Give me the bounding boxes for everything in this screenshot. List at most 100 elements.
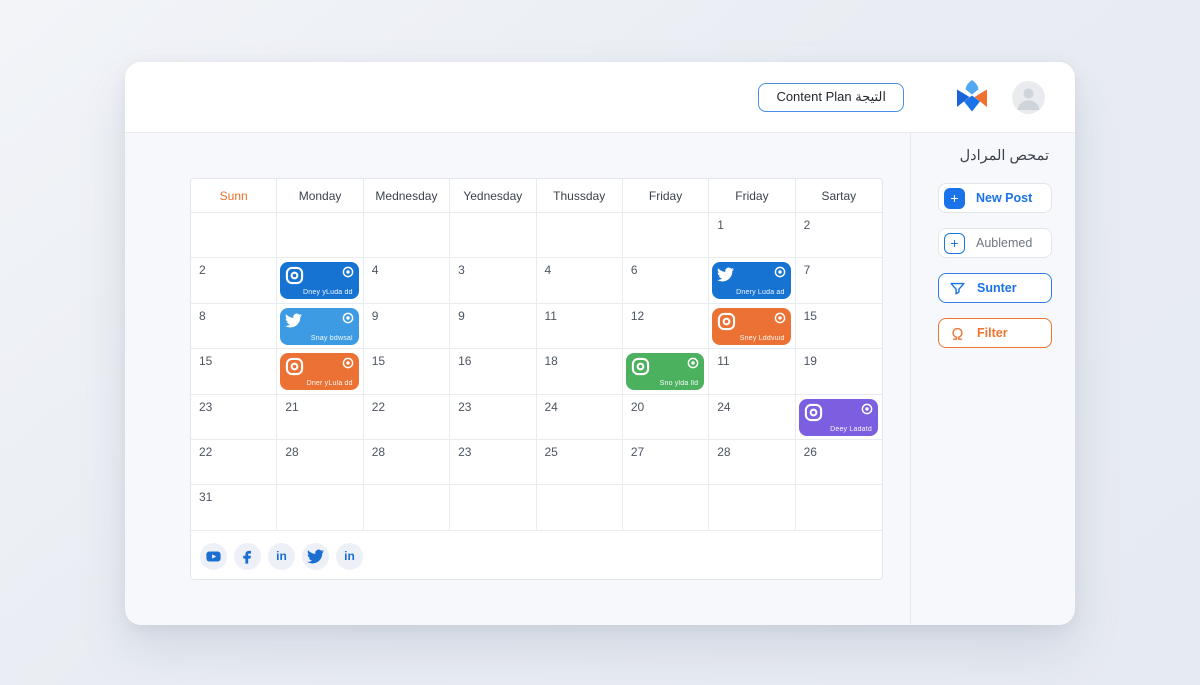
calendar-cell[interactable]: Dnery Luda ad (709, 258, 796, 304)
date-number: 16 (458, 354, 472, 369)
post-chip[interactable]: Deey Ladatd (798, 398, 878, 436)
calendar-cell[interactable]: 6 (622, 258, 710, 304)
status-badge-icon (774, 266, 786, 278)
new-post-label: New Post (976, 191, 1033, 205)
calendar-cell[interactable] (795, 485, 882, 531)
twitter-icon[interactable] (302, 542, 329, 570)
calendar-cell[interactable]: 18 (536, 349, 623, 395)
calendar-cell[interactable] (622, 213, 710, 259)
linkedin-icon[interactable]: in (336, 542, 363, 570)
date-number: 24 (717, 399, 731, 414)
date-number: 26 (803, 444, 817, 459)
post-chip-label: Dner yLula dd (306, 380, 353, 388)
calendar-cell[interactable]: 23 (450, 439, 537, 486)
calendar-cell[interactable]: 21 (277, 394, 364, 440)
calendar-cell[interactable]: 22 (191, 439, 278, 486)
date-number: 3 (458, 263, 465, 278)
calendar-cell[interactable]: 4 (363, 258, 451, 304)
calendar-cell[interactable]: 3 (450, 258, 537, 304)
calendar-cell[interactable]: 8 (191, 303, 278, 350)
date-number: 9 (371, 308, 379, 323)
calendar-cell[interactable]: 23 (450, 394, 537, 440)
calendar-cell[interactable]: 11 (709, 349, 796, 395)
filter-button[interactable]: Filter (938, 318, 1052, 348)
calendar-cell[interactable]: 4 (536, 258, 623, 304)
calendar-cell[interactable]: Dner yLula dd (277, 349, 364, 395)
user-avatar[interactable] (1012, 80, 1045, 114)
instagram-icon (804, 403, 823, 422)
date-number: 19 (803, 354, 817, 369)
calendar-cell[interactable]: 15 (363, 349, 451, 395)
linkedin-icon[interactable]: in (268, 542, 295, 570)
card-body: Sunn Monday Mednesday Yednesday Thussday Frid… (125, 133, 1075, 624)
calendar-cell[interactable]: 28 (709, 439, 796, 486)
calendar-cell[interactable]: 7 (795, 258, 882, 304)
date-number: 15 (199, 354, 213, 369)
calendar-cell[interactable] (363, 213, 451, 259)
calendar-cell[interactable]: 11 (536, 303, 623, 350)
day-header: Mednesday (363, 179, 451, 213)
calendar-cell[interactable]: Snay bdwsal (277, 303, 364, 350)
calendar-cell[interactable]: 15 (795, 304, 882, 350)
date-number: 25 (544, 444, 558, 459)
calendar-cell[interactable] (450, 213, 537, 259)
date-number: 8 (199, 308, 206, 323)
calendar-cell[interactable]: 9 (450, 303, 537, 350)
calendar-cell[interactable]: 20 (622, 394, 710, 440)
post-chip[interactable]: Dnery Luda ad (712, 262, 791, 300)
calendar-cell[interactable]: 2 (191, 258, 278, 304)
calendar-cell[interactable] (709, 485, 796, 531)
sunter-label: Sunter (977, 281, 1017, 295)
status-badge-icon (687, 357, 699, 369)
calendar-cell[interactable]: 25 (536, 439, 623, 486)
youtube-icon[interactable] (200, 542, 227, 570)
calendar-cell[interactable]: Deey Ladatd (795, 395, 882, 440)
instagram-icon (631, 357, 650, 376)
calendar-cell[interactable] (277, 213, 364, 259)
calendar-cell[interactable]: 31 (191, 485, 278, 531)
calendar-cell[interactable]: 2 (795, 213, 882, 259)
calendar-cell[interactable]: Sney Lddvuid (709, 303, 796, 350)
post-chip[interactable]: Sney Lddvuid (712, 307, 791, 345)
calendar-cell[interactable]: 9 (363, 303, 451, 350)
calendar-cell[interactable]: 26 (795, 440, 882, 486)
calendar-cell[interactable]: 28 (277, 439, 364, 486)
date-number: 28 (285, 444, 299, 459)
calendar-cell[interactable]: 19 (795, 349, 882, 395)
facebook-icon[interactable] (234, 542, 261, 570)
calendar-cell[interactable] (450, 485, 537, 531)
date-number: 18 (544, 354, 558, 369)
calendar-cell[interactable]: 15 (191, 349, 278, 395)
calendar-cell[interactable]: Dney yLuda dd (277, 258, 364, 304)
calendar-cell[interactable] (622, 485, 710, 531)
calendar-cell[interactable]: 1 (709, 213, 796, 259)
status-badge-icon (342, 312, 354, 324)
content-plan-button[interactable]: Content Plan التيجة (758, 82, 904, 112)
date-number: 11 (544, 308, 557, 323)
aublemed-button[interactable]: + Aublemed (938, 228, 1052, 258)
calendar-cell[interactable]: 24 (709, 394, 796, 440)
calendar-cell[interactable] (191, 213, 278, 259)
calendar-cell[interactable]: 12 (622, 303, 710, 350)
post-chip-label: Deey Ladatd (830, 425, 872, 433)
calendar-cell[interactable] (277, 485, 364, 531)
post-chip[interactable]: Snay bdwsal (280, 307, 359, 345)
calendar-cell[interactable]: Sno ylda lld (622, 349, 710, 395)
calendar-cell[interactable]: 22 (363, 394, 451, 440)
calendar-cell[interactable]: 24 (536, 394, 623, 440)
calendar-cell[interactable]: 28 (363, 439, 451, 486)
post-chip-label: Snay bdwsal (310, 334, 353, 342)
calendar-cell[interactable]: 27 (622, 439, 710, 486)
sunter-button[interactable]: Sunter (938, 273, 1052, 303)
calendar-cell[interactable] (536, 485, 623, 531)
calendar-cell[interactable] (536, 213, 623, 259)
new-post-button[interactable]: + New Post (938, 183, 1052, 213)
social-footer: in in (191, 533, 882, 579)
calendar-cell[interactable]: 16 (450, 349, 537, 395)
post-chip[interactable]: Sno ylda lld (625, 353, 705, 391)
app-card: Content Plan التيجة Sunn Monday Mednesday Y… (125, 62, 1075, 625)
calendar-cell[interactable] (363, 485, 451, 531)
post-chip[interactable]: Dney yLuda dd (280, 262, 359, 300)
post-chip[interactable]: Dner yLula dd (280, 353, 359, 391)
calendar-cell[interactable]: 23 (191, 394, 278, 440)
